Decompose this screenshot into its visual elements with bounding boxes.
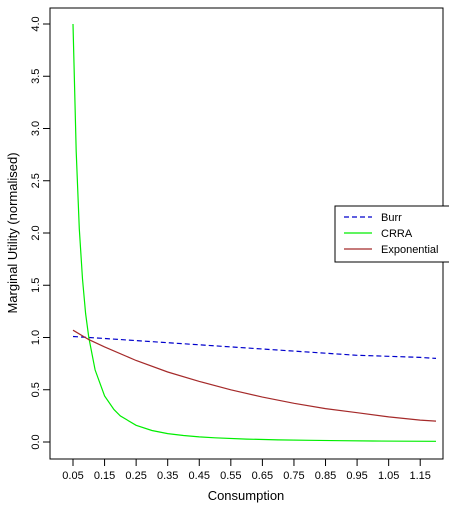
y-axis-label: Marginal Utility (normalised) — [5, 152, 20, 313]
x-axis-label: Consumption — [208, 488, 285, 503]
legend-label-exponential: Exponential — [381, 244, 439, 256]
x-tick-label: 0.55 — [220, 470, 241, 482]
legend-label-crra: CRRA — [381, 228, 413, 240]
y-axis: 0.0 0.5 1.0 1.5 2.0 2.5 3.0 3.5 4.0 — [30, 16, 50, 450]
x-axis: 0.05 0.15 0.25 0.35 0.45 0.55 0.65 0.75 0.85 0.95… — [62, 459, 431, 482]
y-tick-label: 2.0 — [30, 225, 42, 240]
x-tick-label: 0.05 — [62, 470, 83, 482]
x-tick-label: 0.35 — [157, 470, 178, 482]
x-tick-label: 0.65 — [252, 470, 273, 482]
series-line-crra — [72, 23, 437, 442]
y-tick-label: 2.5 — [30, 173, 42, 188]
y-tick-label: 0.0 — [30, 434, 42, 449]
x-tick-label: 0.75 — [283, 470, 304, 482]
y-tick-label: 1.0 — [30, 330, 42, 345]
y-tick-label: 3.5 — [30, 69, 42, 84]
x-tick-label: 1.15 — [410, 470, 431, 482]
x-tick-label: 0.25 — [125, 470, 146, 482]
series-line-burr — [72, 335, 437, 359]
y-tick-label: 3.0 — [30, 121, 42, 136]
x-tick-label: 0.95 — [346, 470, 367, 482]
plot-lines — [72, 23, 437, 442]
legend: Burr CRRA Exponential — [334, 205, 449, 263]
x-tick-label: 0.15 — [94, 470, 115, 482]
legend-label-burr: Burr — [381, 212, 402, 224]
y-tick-label: 1.5 — [30, 278, 42, 293]
y-tick-label: 0.5 — [30, 382, 42, 397]
y-tick-label: 4.0 — [30, 16, 42, 31]
x-tick-label: 0.85 — [315, 470, 336, 482]
series-line-exponential — [72, 329, 437, 422]
legend-box — [334, 205, 449, 263]
x-tick-label: 0.45 — [189, 470, 210, 482]
x-tick-label: 1.05 — [378, 470, 399, 482]
